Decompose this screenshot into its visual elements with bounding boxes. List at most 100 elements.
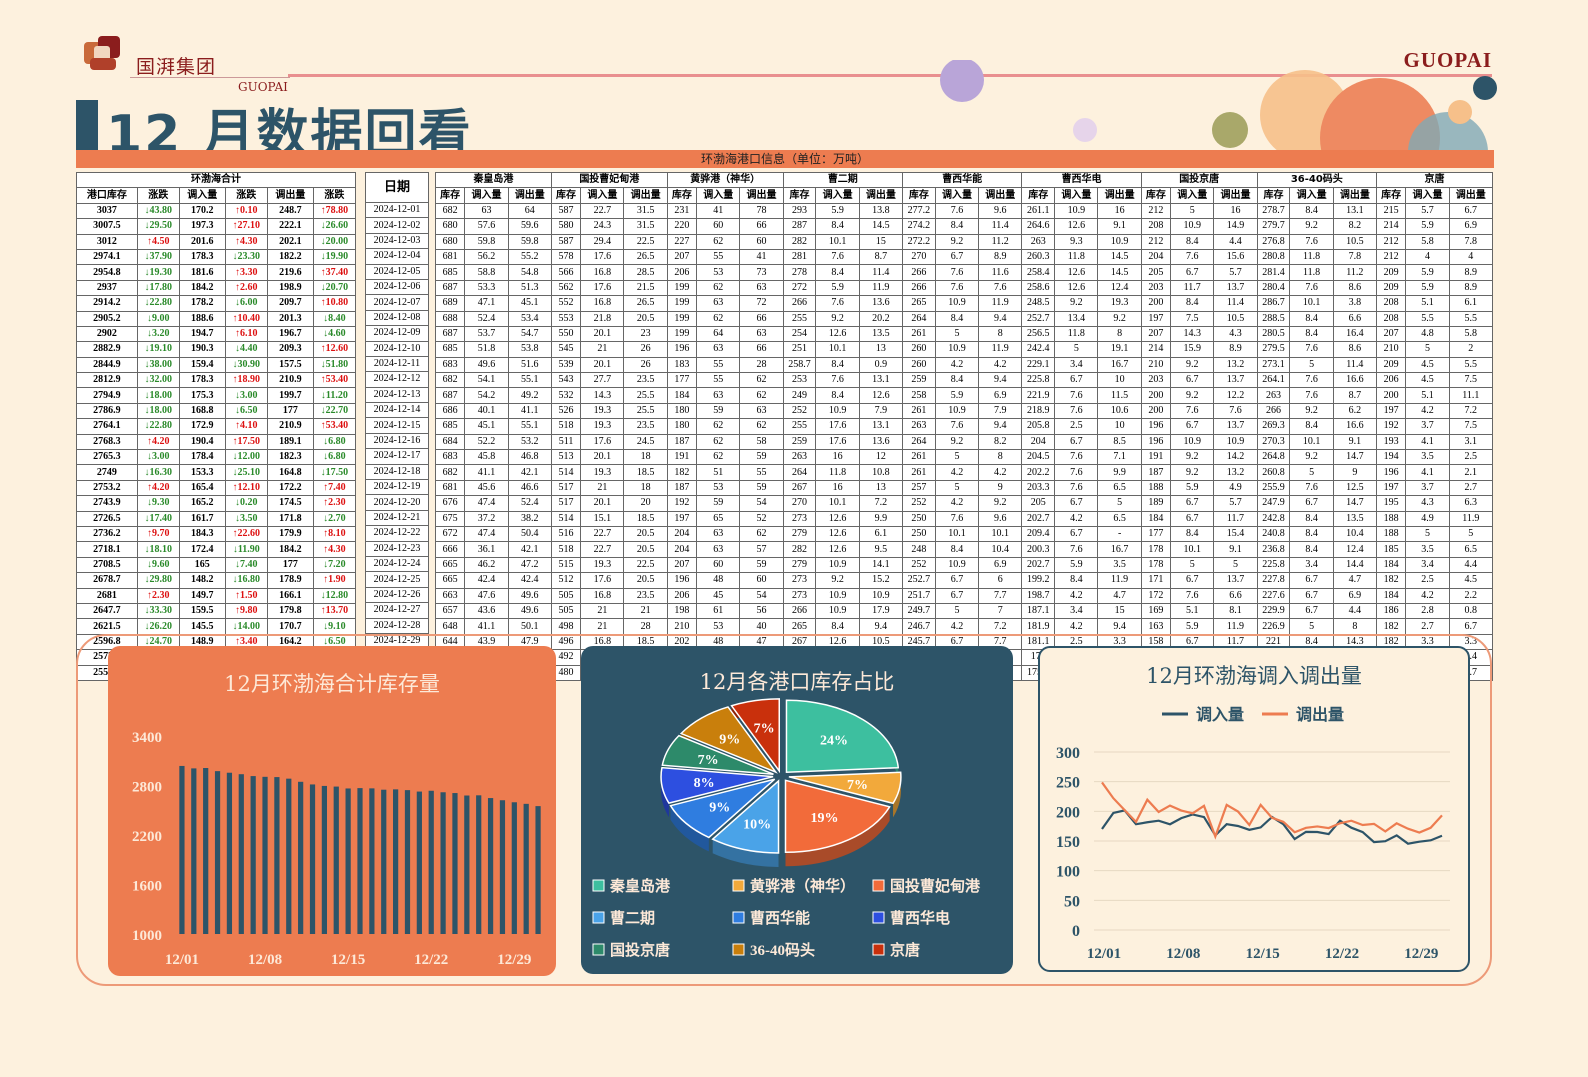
port-cell: 49.6 <box>464 356 509 374</box>
port-cell: 680 <box>434 233 466 250</box>
port-cell: 7.8 <box>1332 248 1378 266</box>
port-cell: 13.5 <box>1332 510 1378 527</box>
summary-cell: 2736.2 <box>76 525 138 543</box>
table-row: 2678.7 ↓29.80 148.2 ↓16.80 178.9 ↑1.90 <box>76 572 357 589</box>
summary-cell: 164.8 <box>266 464 314 481</box>
port-cell: 206 <box>666 587 698 604</box>
table-row: 2736.2 ↑9.70 184.3 ↑22.60 179.9 ↑8.10 <box>76 525 357 543</box>
pie-data-label: 9% <box>709 801 730 816</box>
legend-label: 国投京唐 <box>610 941 670 959</box>
port-cell: 2.7 <box>1448 479 1494 497</box>
port-cell: 5 <box>1097 495 1142 512</box>
port-cell: 9 <box>978 479 1023 497</box>
port-cell: 264.6 <box>1021 218 1056 235</box>
company-name: 国湃集团 <box>136 56 217 78</box>
port-cell: 9.2 <box>1097 310 1142 327</box>
summary-cell: ↓6.50 <box>224 402 268 420</box>
table-row: 2024-12-01 <box>365 201 429 219</box>
port-cell: 10.9 <box>815 602 860 620</box>
port-cell: 7.6 <box>1054 402 1099 420</box>
port-cell: 17.6 <box>580 279 625 297</box>
port-cell: 6.7 <box>1054 495 1099 512</box>
summary-cell: 2743.9 <box>76 495 138 512</box>
port-cell: 9.4 <box>978 372 1023 389</box>
port-cell: 12.6 <box>815 325 860 343</box>
port-cell: 265 <box>782 618 817 635</box>
port-cell: 676 <box>434 495 466 512</box>
port-cell: 197 <box>1140 310 1172 327</box>
date-cell: 2024-12-08 <box>365 309 429 327</box>
port-cell: 10.9 <box>934 295 980 312</box>
port-cell: 4.2 <box>1054 618 1099 635</box>
y-tick-label: 50 <box>1064 893 1080 910</box>
port-cell: 62 <box>696 449 741 466</box>
port-cell: 188 <box>1375 510 1407 527</box>
port-cell: 16.6 <box>1332 372 1378 389</box>
table-row: 2765.3 ↓3.00 178.4 ↓12.00 182.3 ↓6.80 <box>76 449 357 466</box>
date-cell: 2024-12-11 <box>365 355 429 373</box>
port-cell: 578 <box>550 248 582 266</box>
table-row: 685 45.1 55.1 518 19.3 23.5 180 62 62 255 17.6 13.1… <box>434 418 1494 435</box>
port-cell: 63 <box>739 325 784 343</box>
port-cell: 209 <box>1375 356 1407 374</box>
port-column-header: 库存 <box>434 187 466 204</box>
port-cell: 263 <box>1021 233 1056 250</box>
table-row: 2024-12-25 <box>365 571 429 588</box>
port-cell: 14.4 <box>1332 556 1378 574</box>
port-cell: 21 <box>580 479 625 497</box>
port-cell: 7.6 <box>1054 449 1099 466</box>
legend-swatch <box>592 943 605 956</box>
port-cell: 8.4 <box>1289 310 1334 327</box>
y-tick-label: 1600 <box>132 879 162 895</box>
summary-cell: ↓18.10 <box>136 541 180 558</box>
port-cell: 7.6 <box>934 202 980 220</box>
port-cell: 685 <box>434 264 466 281</box>
summary-cell: 175.3 <box>178 387 226 404</box>
port-cell: 25.5 <box>623 387 668 404</box>
port-cell: 8.4 <box>1289 510 1334 527</box>
port-cell: 11.1 <box>1448 387 1494 404</box>
table-title: 环渤海港口信息（单位：万吨） <box>76 150 1494 168</box>
table-row: 2954.8 ↓19.30 181.6 ↑3.30 219.6 ↑37.40 <box>76 264 357 281</box>
summary-cell: 2718.1 <box>76 541 138 558</box>
summary-cell: ↓17.50 <box>312 464 357 481</box>
port-cell: 517 <box>550 479 582 497</box>
date-cell: 2024-12-19 <box>365 479 429 496</box>
port-cell: 4.2 <box>934 356 980 374</box>
port-cell: 182 <box>1375 618 1407 635</box>
port-cell: 5 <box>934 325 980 343</box>
port-cell: 264 <box>902 310 936 327</box>
port-cell: 51.6 <box>507 356 552 374</box>
port-cell: 62 <box>696 418 741 435</box>
port-cell: 199 <box>666 310 698 327</box>
port-cell: 208 <box>1375 310 1407 327</box>
summary-cell: 2726.5 <box>76 510 138 527</box>
port-cell: 8 <box>1332 618 1378 635</box>
date-cell: 2024-12-26 <box>365 586 429 604</box>
port-cell: 13.2 <box>1213 356 1258 374</box>
table-row: 688 52.4 53.4 553 21.8 20.5 199 62 66 255 9.2 20.2 2… <box>434 310 1494 327</box>
legend-swatch <box>732 911 745 924</box>
summary-cell: ↓17.80 <box>136 279 180 297</box>
summary-cell: ↑0.10 <box>224 202 268 220</box>
pie-slice <box>661 734 774 775</box>
port-cell: 194 <box>1375 449 1407 466</box>
port-cell: 279.7 <box>1256 218 1291 235</box>
port-cell: 195 <box>1375 495 1407 512</box>
port-column-header: 调入量 <box>580 187 625 204</box>
bar <box>357 788 363 934</box>
port-cell: 280.8 <box>1256 248 1291 266</box>
port-cell: 198 <box>666 602 698 620</box>
port-cell: 54.2 <box>464 387 509 404</box>
port-cell: 53.2 <box>507 433 552 451</box>
port-cell: 5 <box>1054 341 1099 358</box>
port-cell: 258.7 <box>782 356 817 374</box>
pie-data-label: 9% <box>719 733 740 748</box>
port-cell: 266 <box>782 602 817 620</box>
summary-cell: ↓22.80 <box>136 295 180 312</box>
table-row: 2024-12-07 <box>365 294 429 311</box>
port-cell: 587 <box>550 233 582 250</box>
summary-cell: 3007.5 <box>76 218 138 235</box>
summary-cell: ↑13.70 <box>312 602 357 620</box>
port-cell: 281 <box>782 248 817 266</box>
